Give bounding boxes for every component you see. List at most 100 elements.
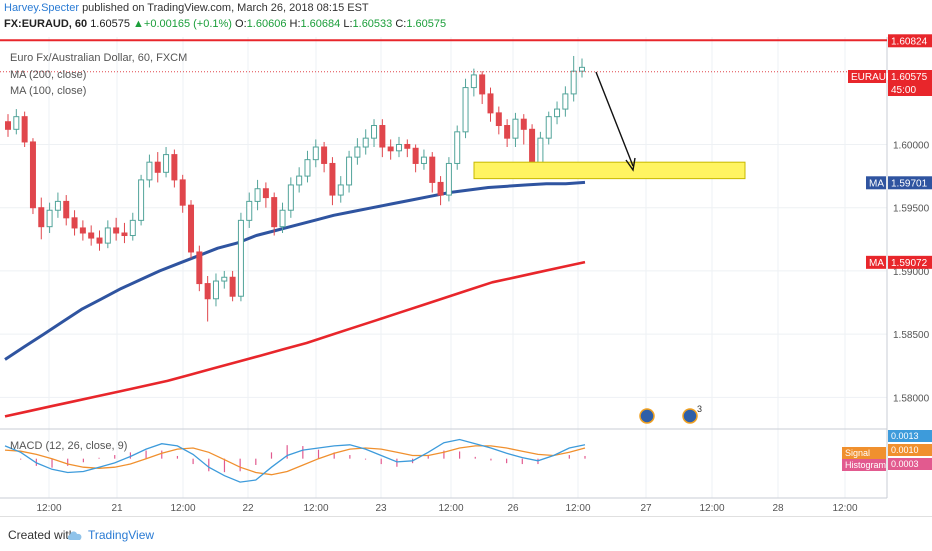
close-prefix: C: [395, 18, 407, 30]
candle-body [38, 207, 45, 228]
signal-label-badge-bg [842, 447, 886, 459]
candle-body [13, 116, 20, 130]
candle-body [129, 219, 136, 237]
candle-body [121, 232, 128, 237]
close-value: 1.60575 [406, 18, 447, 30]
macd-legend[interactable]: MACD (12, 26, close, 9) [10, 440, 128, 452]
price-axis[interactable]: 1.60000 1.59500 1.59000 1.58500 1.58000 [893, 140, 930, 404]
histogram-label-badge: Histogram [845, 460, 886, 470]
time-tick-label: 12:00 [438, 503, 463, 514]
candle-body [204, 283, 211, 300]
histogram-value-badge: 0.0003 [891, 459, 919, 469]
down-arrow-head [625, 157, 636, 172]
time-axis[interactable]: 12:00 21 12:00 22 12:00 23 12:00 26 12:00 27 12:00… [36, 503, 857, 514]
high-prefix: H: [289, 18, 301, 30]
resistance-price-badge: 1.60824 [891, 36, 928, 47]
publish-header: Harvey.Specter published on TradingView.… [4, 2, 369, 18]
author-name[interactable]: Harvey.Specter [4, 2, 79, 14]
candle-body [312, 146, 319, 161]
candle-body [304, 159, 311, 177]
candle-body [113, 227, 120, 234]
euraud-symbol-badge: EURAUD [851, 72, 893, 83]
candle-body [487, 93, 494, 114]
candle-body [520, 118, 527, 130]
signal-value-badge-bg [888, 444, 932, 456]
publish-info: published on TradingView.com, March 26, … [82, 2, 369, 14]
price-chart[interactable]: 3 1.60000 1.59500 1.59000 1.58500 1.58000 12… [0, 0, 932, 516]
candle-body [554, 108, 561, 118]
down-arrow-line [595, 71, 634, 167]
candle-body [163, 154, 170, 173]
candle-body [254, 188, 261, 202]
candle-body [512, 118, 519, 139]
high-value: 1.60684 [300, 18, 341, 30]
candlestick-series [5, 55, 585, 322]
time-tick-label: 27 [640, 503, 652, 514]
time-tick-label: 26 [507, 503, 519, 514]
support-zone-rectangle [473, 161, 746, 180]
bar-countdown-badge-bg [888, 83, 932, 96]
candle-body [79, 227, 86, 234]
candle-body [146, 161, 153, 181]
candle-body [246, 200, 253, 221]
macd-value-badge-bg [888, 430, 932, 442]
candle-body [412, 147, 419, 164]
euraud-symbol-badge-bg [848, 70, 886, 83]
up-triangle-icon: ▲ [133, 18, 144, 30]
time-tick-label: 12:00 [303, 503, 328, 514]
ma100-line [4, 180, 586, 361]
resistance-price-badge-bg [888, 34, 932, 48]
candle-body [279, 209, 286, 228]
ma200-line [4, 260, 586, 418]
time-tick-label: 12:00 [170, 503, 195, 514]
candle-body [445, 162, 452, 196]
last-price-badge-bg [888, 70, 932, 83]
price-tick-label: 1.60000 [893, 140, 930, 151]
candle-body [462, 87, 469, 133]
ma200-line-group [4, 260, 586, 418]
candle-body [504, 125, 511, 139]
price-change: +0.00165 (+0.1%) [143, 18, 232, 30]
low-value: 1.60533 [352, 18, 393, 30]
event-count-label: 3 [697, 404, 702, 414]
symbol-ohlc-line: FX:EURAUD, 60 1.60575 ▲+0.00165 (+0.1%) … [4, 18, 446, 34]
candle-body [196, 251, 203, 285]
last-price: 1.60575 [90, 18, 130, 30]
candle-body [29, 141, 36, 209]
candle-body [54, 200, 61, 211]
macd-line [4, 438, 586, 483]
candle-body [337, 184, 344, 196]
open-value: 1.60606 [246, 18, 287, 30]
candle-body [88, 232, 95, 239]
candle-body [221, 276, 228, 282]
chart-title-legend[interactable]: Euro Fx/Australian Dollar, 60, FXCM [10, 52, 188, 64]
ma200-legend[interactable]: MA (200, close) [10, 69, 87, 81]
candle-body [570, 70, 577, 95]
tradingview-brand-link[interactable]: TradingView [88, 528, 155, 542]
price-tick-label: 1.59000 [893, 267, 930, 278]
ma200-price-badge: 1.59072 [891, 258, 928, 269]
ma100-legend[interactable]: MA (100, close) [10, 85, 87, 97]
chart-grid [0, 37, 888, 499]
ma200-label-badge-bg [866, 255, 886, 269]
candle-body [71, 217, 78, 229]
candle-body [229, 276, 236, 297]
candle-body [395, 143, 402, 152]
ma100-price-badge: 1.59701 [891, 178, 928, 189]
candle-body [138, 179, 145, 221]
user-drawings: 3 [0, 39, 887, 424]
time-tick-label: 22 [242, 503, 254, 514]
price-tick-label: 1.58500 [893, 330, 930, 341]
candle-body [296, 175, 303, 186]
time-tick-label: 12:00 [699, 503, 724, 514]
candle-body [354, 146, 361, 158]
candle-body [154, 161, 161, 173]
candle-body [287, 184, 294, 211]
ma100-line-group [4, 180, 586, 361]
candle-body [329, 162, 336, 196]
candle-body [321, 146, 328, 164]
candle-body [179, 179, 186, 206]
economic-event-icon [639, 408, 655, 424]
ma100-price-badge-bg [888, 176, 932, 190]
